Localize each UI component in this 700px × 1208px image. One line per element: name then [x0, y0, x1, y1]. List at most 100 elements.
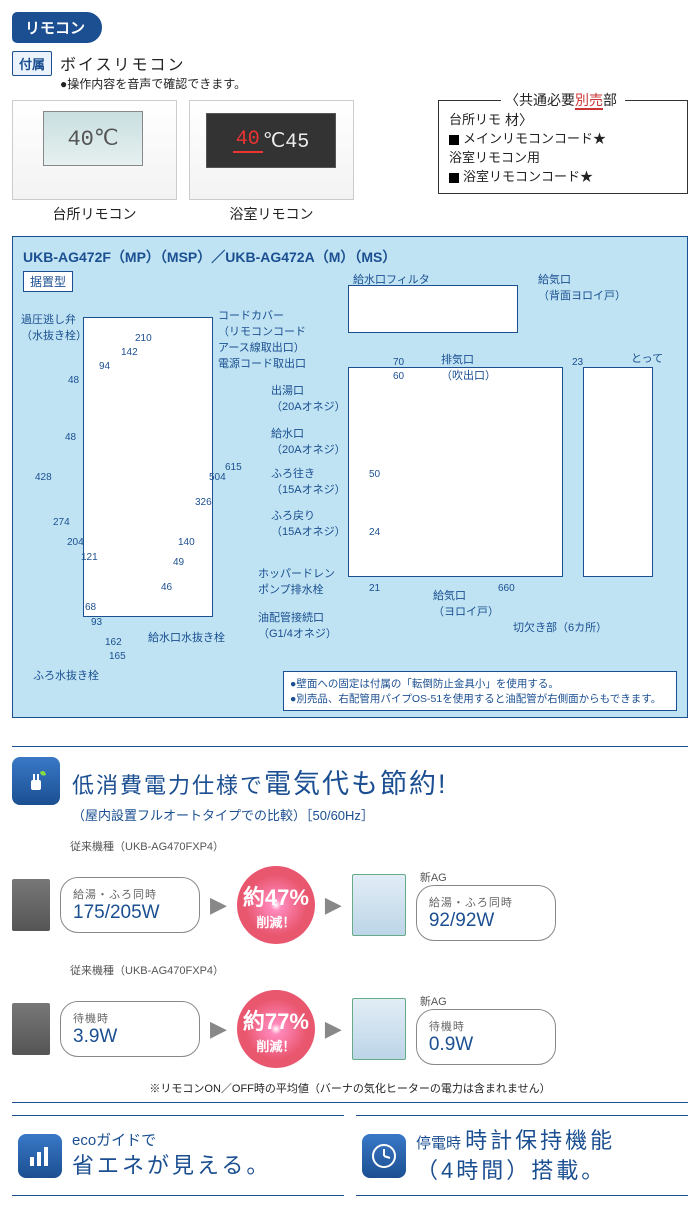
power-title: 低消費電力仕様で電気代も節約! [72, 762, 448, 801]
new-chip: 待機時 0.9W [416, 1009, 556, 1065]
dim: 504 [209, 472, 226, 483]
kitchen-remote: 40℃ 台所リモコン [12, 100, 177, 224]
front-schematic [348, 367, 563, 577]
dim: 326 [195, 497, 212, 508]
lbl-handle: とって [631, 350, 663, 366]
burst-pct: 約47% [243, 880, 309, 912]
dim: 50 [369, 469, 380, 480]
dim: 615 [225, 462, 242, 473]
lbl-hopper: ホッパードレン [258, 565, 335, 581]
arrow-icon: ▶ [210, 892, 227, 918]
remote-tab: リモコン [12, 12, 102, 43]
dim: 660 [498, 583, 515, 594]
lbl-relief-valve: 過圧逃し弁 （水抜き栓） [21, 311, 87, 343]
feature-text: ecoガイドで 省エネが見える。 [72, 1131, 271, 1181]
dim: 60 [393, 371, 404, 382]
dim: 204 [67, 537, 84, 548]
dim: 70 [393, 357, 404, 368]
sep-line: 浴室リモコン用 [449, 147, 677, 166]
feature-text: 停電時 時計保持機能 （4時間）搭載。 [416, 1126, 615, 1185]
chip-value: 92/92W [429, 910, 543, 932]
dim: 24 [369, 527, 380, 538]
dim: 46 [161, 582, 172, 593]
included-tag: 付属 [12, 51, 52, 76]
feature-eco-guide: ecoガイドで 省エネが見える。 [12, 1115, 344, 1196]
diagram-panel: UKB-AG472F（MP）（MSP）／UKB-AG472A（M）（MS） 据置… [12, 236, 688, 718]
feature-clock-retain: 停電時 時計保持機能 （4時間）搭載。 [356, 1115, 688, 1196]
reduction-burst: 約47% 削減！ [237, 866, 315, 944]
lbl-bath-drain: ふろ水抜き栓 [33, 667, 99, 683]
chip-title: 給湯・ふろ同時 [73, 886, 187, 902]
arrow-icon: ▶ [325, 892, 342, 918]
old-chip: 給湯・ふろ同時 175/205W [60, 877, 200, 933]
separate-parts-title: 〈共通必要別売部材〉 [501, 90, 625, 130]
old-unit-icon [12, 1003, 50, 1055]
lbl-pump: ポンプ排水栓 [258, 581, 324, 597]
reduction-burst: 約77% 削減！ [237, 990, 315, 1068]
old-model-label: 従来機種（UKB-AG470FXP4） [70, 962, 688, 978]
comparison-row-1: 給湯・ふろ同時 175/205W ▶ 約47% 削減！ ▶ 新AG 給湯・ふろ同… [12, 866, 688, 944]
burst-sub: 削減！ [256, 1036, 295, 1055]
sep-line: メインリモコンコード★ [449, 128, 677, 147]
old-unit-icon [12, 879, 50, 931]
lbl-bath-go: ふろ往き （15Aオネジ） [271, 465, 346, 497]
power-saving-section: 低消費電力仕様で電気代も節約! （屋内設置フルオートタイプでの比較）［50/60… [12, 746, 688, 1096]
separate-parts-box: 〈共通必要別売部材〉 台所リモコン用 メインリモコンコード★ 浴室リモコン用 浴… [438, 100, 688, 194]
dim: 210 [135, 333, 152, 344]
kitchen-lcd: 40℃ [43, 111, 143, 166]
burst-sub: 削減！ [256, 912, 295, 931]
diagram-title: UKB-AG472F（MP）（MSP）／UKB-AG472A（M）（MS） [23, 247, 677, 267]
new-chip: 給湯・ふろ同時 92/92W [416, 885, 556, 941]
lbl-bath-ret: ふろ戻り （15Aオネジ） [271, 507, 346, 539]
bar-chart-icon [18, 1134, 62, 1178]
dim: 162 [105, 637, 122, 648]
top-filter-schematic [348, 285, 518, 333]
dim: 68 [85, 602, 96, 613]
dim: 428 [35, 472, 52, 483]
old-model-label: 従来機種（UKB-AG470FXP4） [70, 838, 688, 854]
chip-title: 待機時 [73, 1010, 187, 1026]
chip-title: 待機時 [429, 1018, 543, 1034]
dim: 21 [369, 583, 380, 594]
new-ag-label: 新AG [420, 869, 556, 885]
kitchen-remote-caption: 台所リモコン [12, 204, 177, 224]
lbl-cord-cover: コードカバー （リモコンコード アース線取出口） [218, 307, 306, 355]
dim: 121 [81, 552, 98, 563]
lbl-exhaust: 排気口 （吹出口） [441, 351, 496, 383]
note-line: ●壁面への固定は付属の「転倒防止金具小」を使用する。 [290, 676, 670, 691]
lbl-power-out: 電源コード取出口 [218, 355, 306, 371]
dim: 274 [53, 517, 70, 528]
remote-header: リモコン [12, 12, 688, 43]
arrow-icon: ▶ [210, 1016, 227, 1042]
bath-lcd: 40℃45 [206, 113, 336, 168]
sep-line: 浴室リモコンコード★ [449, 166, 677, 185]
new-unit-icon [352, 998, 406, 1060]
note-line: ●別売品、右配管用パイプOS-51を使用すると油配管が右側面からもできます。 [290, 691, 670, 706]
power-subtitle: （屋内設置フルオートタイプでの比較）［50/60Hz］ [72, 805, 688, 824]
arrow-icon: ▶ [325, 1016, 342, 1042]
dim: 48 [65, 432, 76, 443]
dim: 93 [91, 617, 102, 628]
chip-value: 3.9W [73, 1026, 187, 1048]
lbl-hot-out: 出湯口 （20Aオネジ） [271, 382, 346, 414]
bath-remote: 40℃45 浴室リモコン [189, 100, 354, 224]
dim: 165 [109, 651, 126, 662]
feature-row: ecoガイドで 省エネが見える。 停電時 時計保持機能 （4時間）搭載。 [12, 1102, 688, 1196]
new-ag-label: 新AG [420, 993, 556, 1009]
dim: 23 [572, 357, 583, 368]
dim: 49 [173, 557, 184, 568]
chip-title: 給湯・ふろ同時 [429, 894, 543, 910]
bath-remote-caption: 浴室リモコン [189, 204, 354, 224]
dim: 142 [121, 347, 138, 358]
install-type-badge: 据置型 [23, 271, 73, 292]
old-chip: 待機時 3.9W [60, 1001, 200, 1057]
voice-row: 付属 ボイスリモコン ●操作内容を音声で確認できます。 [12, 51, 688, 92]
new-unit-icon [352, 874, 406, 936]
lbl-water-in: 給水口 （20Aオネジ） [271, 425, 346, 457]
chip-value: 0.9W [429, 1034, 543, 1056]
burst-pct: 約77% [243, 1004, 309, 1036]
comparison-row-2: 待機時 3.9W ▶ 約77% 削減！ ▶ 新AG 待機時 0.9W [12, 990, 688, 1068]
lbl-notch: 切欠き部（6カ所） [513, 619, 607, 635]
dim: 48 [68, 375, 79, 386]
lbl-oil: 油配管接続口 （G1/4オネジ） [258, 609, 337, 641]
